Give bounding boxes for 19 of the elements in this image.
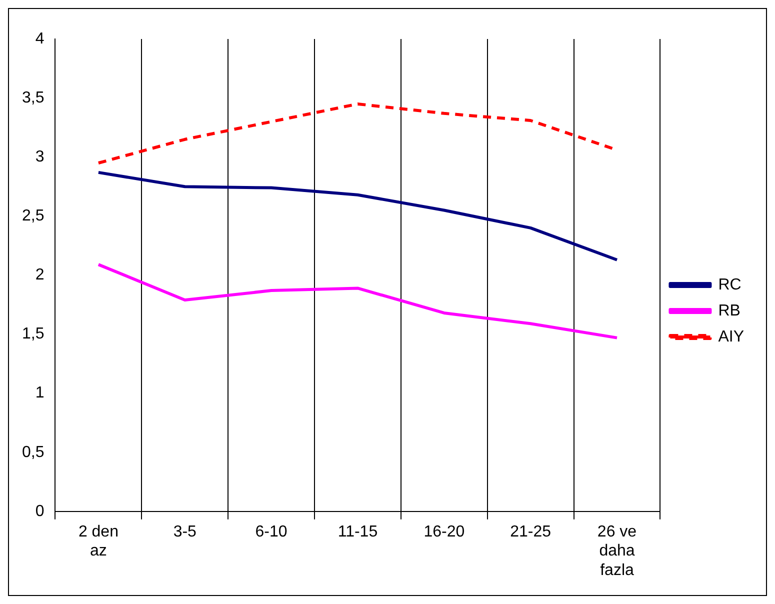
x-tick-label: 21-25: [510, 523, 552, 540]
y-tick-label: 2: [35, 266, 44, 284]
y-tick-label: 2,5: [22, 208, 44, 225]
y-tick-label: 1,5: [22, 326, 44, 343]
legend-label: AIY: [718, 328, 744, 346]
x-tick-label: 2 den az: [78, 523, 118, 560]
x-tick-label: 3-5: [173, 523, 197, 540]
legend-label: RC: [718, 276, 742, 294]
y-tick-label: 0: [35, 502, 44, 520]
y-tick-label: 3: [35, 148, 44, 166]
x-tick-label: 11-15: [338, 523, 378, 540]
legend-label: RB: [718, 302, 740, 320]
y-tick-label: 0,5: [22, 444, 44, 461]
y-tick-label: 1: [35, 384, 44, 402]
y-tick-label: 3,5: [22, 89, 44, 106]
x-tick-label: 6-10: [255, 523, 288, 540]
x-tick-label: 26 ve daha fazla: [597, 523, 637, 579]
y-tick-label: 4: [35, 30, 44, 48]
x-tick-label: 16-20: [424, 523, 465, 540]
